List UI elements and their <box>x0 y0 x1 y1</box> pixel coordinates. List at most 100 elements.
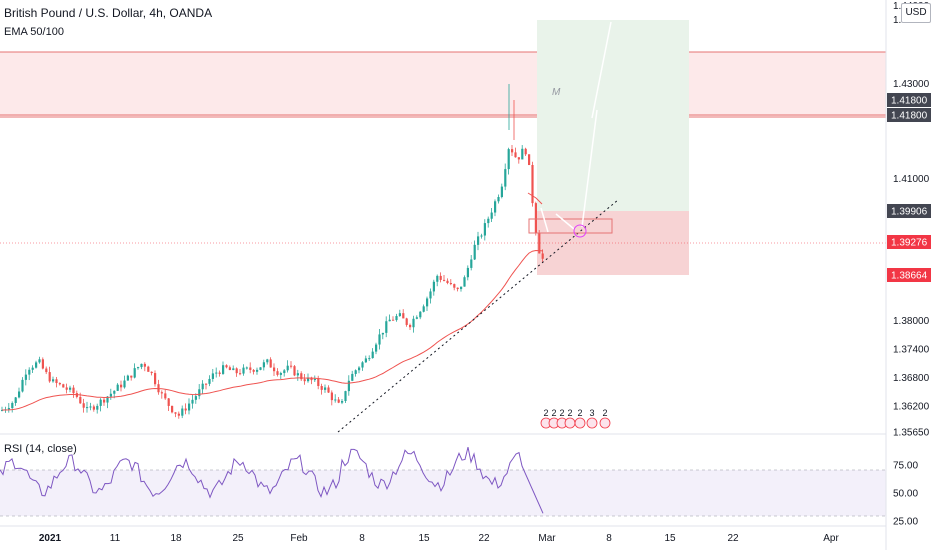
candle-body <box>184 408 187 411</box>
candle-body <box>160 392 163 394</box>
candle-body <box>296 373 299 376</box>
ema-line[interactable] <box>2 249 543 411</box>
rsi-tick-label: 75.00 <box>893 461 918 472</box>
candle-body <box>439 275 442 280</box>
candle-body <box>283 370 286 374</box>
candle-body <box>201 383 204 390</box>
candle-body <box>103 399 106 403</box>
candle-body <box>521 148 524 160</box>
rsi-line[interactable] <box>0 446 544 514</box>
candle-body <box>245 367 248 369</box>
candle-body <box>419 311 422 318</box>
candle-body <box>466 267 469 278</box>
rsi-label[interactable]: RSI (14, close) <box>4 443 77 455</box>
candle-body <box>249 367 252 370</box>
candle-body <box>191 399 194 404</box>
time-tick-label: Feb <box>290 533 308 544</box>
projection-path-left[interactable] <box>540 207 575 233</box>
projection-path-right[interactable] <box>581 21 612 228</box>
candle-body <box>460 286 463 290</box>
price-tick-label: 1.41000 <box>893 174 930 185</box>
candle-body <box>28 369 31 375</box>
candle-body <box>181 408 184 416</box>
event-badge-count: 2 <box>543 408 548 418</box>
candle-body <box>252 369 255 372</box>
trendline[interactable] <box>337 199 619 433</box>
candle-body <box>123 380 126 388</box>
candle-body <box>534 203 537 233</box>
candle-body <box>402 313 405 319</box>
candle-body <box>113 390 116 394</box>
candle-body <box>432 281 435 292</box>
entry-box[interactable] <box>528 218 613 234</box>
candle-body <box>45 368 48 373</box>
candle-body <box>324 387 327 390</box>
candle-body <box>320 385 323 390</box>
candle-body <box>504 169 507 187</box>
candle-body <box>487 218 490 224</box>
symbol-title[interactable]: British Pound / U.S. Dollar, 4h, OANDA <box>4 6 212 20</box>
price-tick-label: 1.43000 <box>893 79 930 90</box>
currency-button[interactable]: USD <box>901 3 931 23</box>
candle-body <box>327 387 330 393</box>
candle-body <box>354 370 357 374</box>
candle-body <box>167 398 170 406</box>
event-badge-count: 2 <box>567 408 572 418</box>
candle-body <box>483 223 486 236</box>
candle-body <box>317 378 320 386</box>
time-tick-label: 15 <box>418 533 430 544</box>
price-tag <box>887 268 931 282</box>
event-badge-count: 2 <box>602 408 607 418</box>
candle-body <box>259 367 262 370</box>
candles <box>1 84 544 419</box>
candle-body <box>55 379 58 384</box>
price-tick-label: 1.37400 <box>893 345 930 356</box>
event-badge[interactable] <box>599 417 611 429</box>
candle-body <box>154 373 157 385</box>
candle-body <box>368 358 371 360</box>
price-tag-label: 1.39906 <box>891 207 928 218</box>
candle-body <box>21 379 24 392</box>
candle-body <box>62 384 65 388</box>
candle-body <box>256 369 259 372</box>
rsi-tick-label: 25.00 <box>893 517 918 528</box>
candle-body <box>273 367 276 372</box>
indicator-label[interactable]: EMA 50/100 <box>4 26 64 38</box>
candle-body <box>310 377 313 381</box>
candle-body <box>378 334 381 345</box>
time-tick-label: 18 <box>170 533 182 544</box>
event-badge[interactable] <box>574 417 586 429</box>
candle-body <box>415 317 418 319</box>
rsi-ticks: 75.00 50.00 25.00 <box>893 461 918 528</box>
arrow-drawing[interactable] <box>527 192 543 205</box>
candle-body <box>473 244 476 260</box>
time-axis[interactable]: 2021 11 18 25 Feb 8 15 22 Mar 8 15 22 Apr <box>39 533 840 544</box>
candle-body <box>86 407 89 409</box>
target-circle[interactable] <box>573 224 587 238</box>
candle-body <box>35 362 38 368</box>
candle-body <box>14 397 17 403</box>
candle-body <box>422 306 425 312</box>
candle-body <box>381 332 384 335</box>
time-tick-label: 15 <box>664 533 676 544</box>
candle-body <box>426 298 429 307</box>
event-badge[interactable] <box>564 417 576 429</box>
resistance-zone[interactable] <box>0 52 886 116</box>
candle-body <box>395 316 398 321</box>
candle-body <box>341 400 344 403</box>
target-zone[interactable] <box>537 20 689 211</box>
candle-body <box>446 280 449 284</box>
price-tick-label: 1.36200 <box>893 401 930 412</box>
candle-body <box>109 393 112 397</box>
candle-body <box>293 366 296 376</box>
candle-body <box>164 393 167 399</box>
price-tick-label: 1.38000 <box>893 316 930 327</box>
candle-body <box>18 391 21 398</box>
candle-body <box>242 367 245 374</box>
candle-body <box>269 359 272 368</box>
candle-body <box>507 149 510 170</box>
event-badge[interactable] <box>586 417 598 429</box>
candle-body <box>79 396 82 404</box>
